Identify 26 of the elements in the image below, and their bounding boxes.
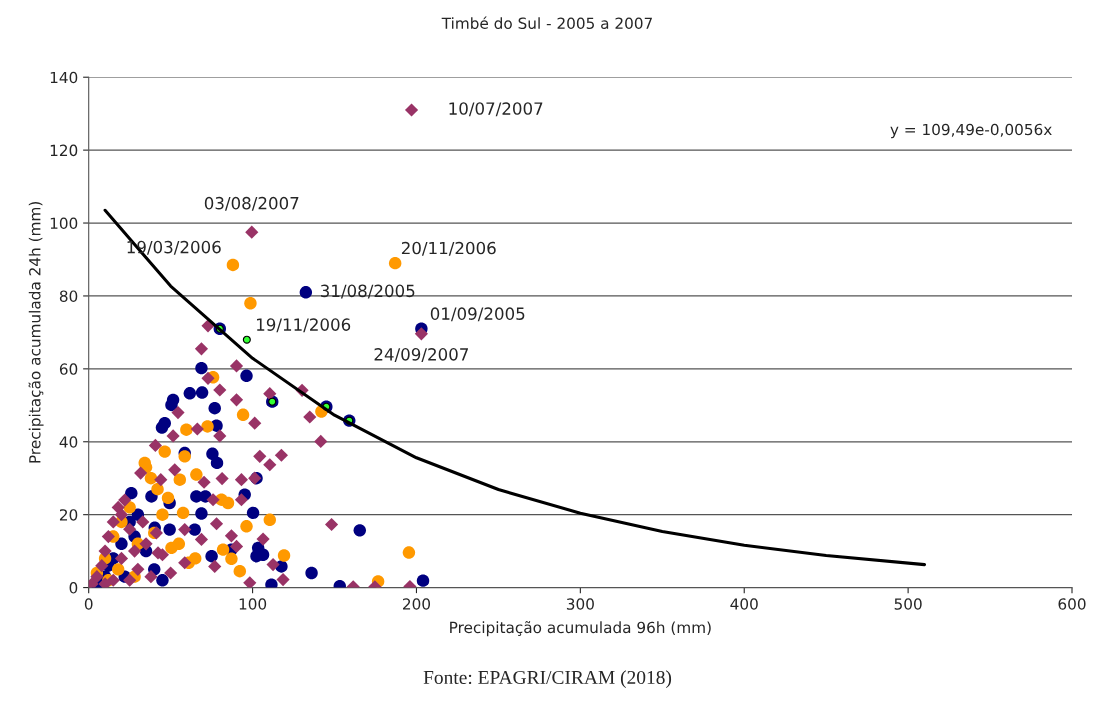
x-axis-title: Precipitação acumulada 96h (mm) [450, 621, 711, 637]
annotation: 19/11/2006 [257, 318, 351, 333]
y-tick-label: 60 [59, 363, 78, 375]
y-tick-label: 120 [50, 144, 78, 157]
x-tick-label: 300 [566, 598, 594, 610]
x-tick-label: 0 [84, 598, 93, 610]
x-tick-label: 600 [1058, 598, 1086, 610]
y-tick-label: 100 [50, 217, 78, 230]
annotation: y = 109,49e-0,0056x [890, 123, 1052, 139]
annotation: 01/09/2005 [430, 307, 525, 322]
y-tick-label: 80 [59, 290, 78, 302]
annotation: 03/08/2007 [204, 196, 299, 211]
annotation: 10/07/2007 [449, 102, 543, 117]
x-tick-label: 100 [239, 598, 267, 610]
x-tick-label: 200 [403, 598, 431, 610]
y-tick-label: 20 [59, 509, 78, 521]
y-tick-label: 40 [59, 436, 78, 448]
x-tick-label: 500 [894, 598, 922, 610]
y-axis-title: Precipitação acumulada 24h (mm) [28, 202, 44, 463]
chart-title: Timbé do Sul - 2005 a 2007 [441, 16, 652, 29]
annotation: 20/11/2006 [401, 241, 496, 256]
annotation: 24/09/2007 [374, 348, 468, 362]
source-note: Fonte: EPAGRI/CIRAM (2018) [423, 670, 672, 688]
y-tick-label: 140 [50, 71, 78, 84]
y-tick-label: 0 [69, 582, 78, 594]
x-tick-label: 400 [730, 598, 758, 610]
